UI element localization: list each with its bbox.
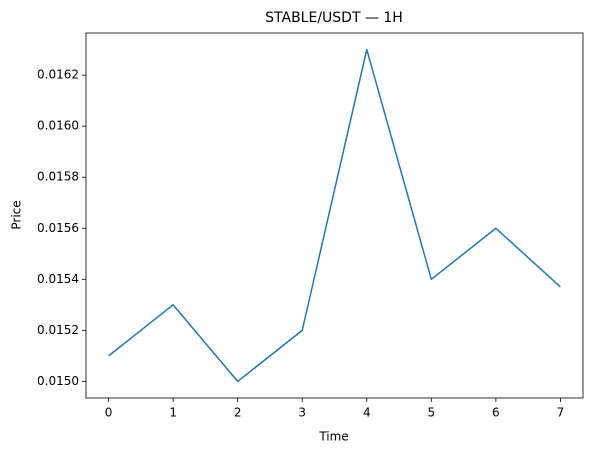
x-tick-label: 7 xyxy=(557,406,565,420)
plot-frame xyxy=(85,32,584,399)
chart-title: STABLE/USDT — 1H xyxy=(265,10,403,26)
price-line xyxy=(108,48,561,383)
y-tick-label: 0.0150 xyxy=(37,374,79,388)
x-tick-label: 0 xyxy=(105,406,113,420)
x-axis-label: Time xyxy=(318,430,348,444)
y-tick-label: 0.0160 xyxy=(37,119,79,133)
x-tick-label: 4 xyxy=(363,406,371,420)
x-tick-label: 1 xyxy=(169,406,177,420)
x-tick-label: 3 xyxy=(298,406,306,420)
x-tick-label: 5 xyxy=(427,406,435,420)
y-axis-label: Price xyxy=(10,200,24,229)
y-tick-label: 0.0156 xyxy=(37,221,79,235)
y-tick-label: 0.0162 xyxy=(37,68,79,82)
y-tick-label: 0.0158 xyxy=(37,170,79,184)
y-tick-label: 0.0154 xyxy=(37,272,79,286)
x-tick-label: 6 xyxy=(492,406,500,420)
y-tick-label: 0.0152 xyxy=(37,323,79,337)
x-tick-label: 2 xyxy=(234,406,242,420)
